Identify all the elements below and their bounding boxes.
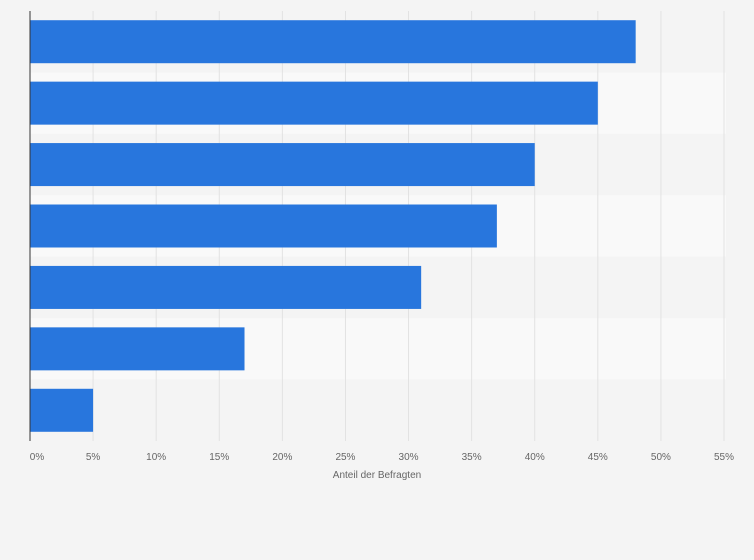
bar [30,204,497,248]
bar [30,265,422,309]
x-tick-label: 45% [588,452,608,463]
x-tick-label: 30% [399,452,419,463]
x-tick-label: 0% [30,452,45,463]
bars [30,20,636,432]
x-tick-label: 55% [714,452,734,463]
x-tick-label: 25% [335,452,355,463]
bar [30,388,94,432]
x-tick-label: 40% [525,452,545,463]
x-tick-label: 10% [146,452,166,463]
bar [30,81,598,125]
x-tick-label: 35% [462,452,482,463]
x-axis-ticks: 0% 5% 10% 15% 20% 25% 30% 35% 40% 45% 50% 55% [30,452,734,463]
bar [30,143,535,187]
bar [30,327,245,371]
row-band [30,379,726,441]
bar [30,20,636,64]
x-tick-label: 20% [272,452,292,463]
x-tick-label: 5% [86,452,101,463]
x-tick-label: 15% [209,452,229,463]
x-tick-label: 50% [651,452,671,463]
x-axis-title: Anteil der Befragten [333,470,421,481]
